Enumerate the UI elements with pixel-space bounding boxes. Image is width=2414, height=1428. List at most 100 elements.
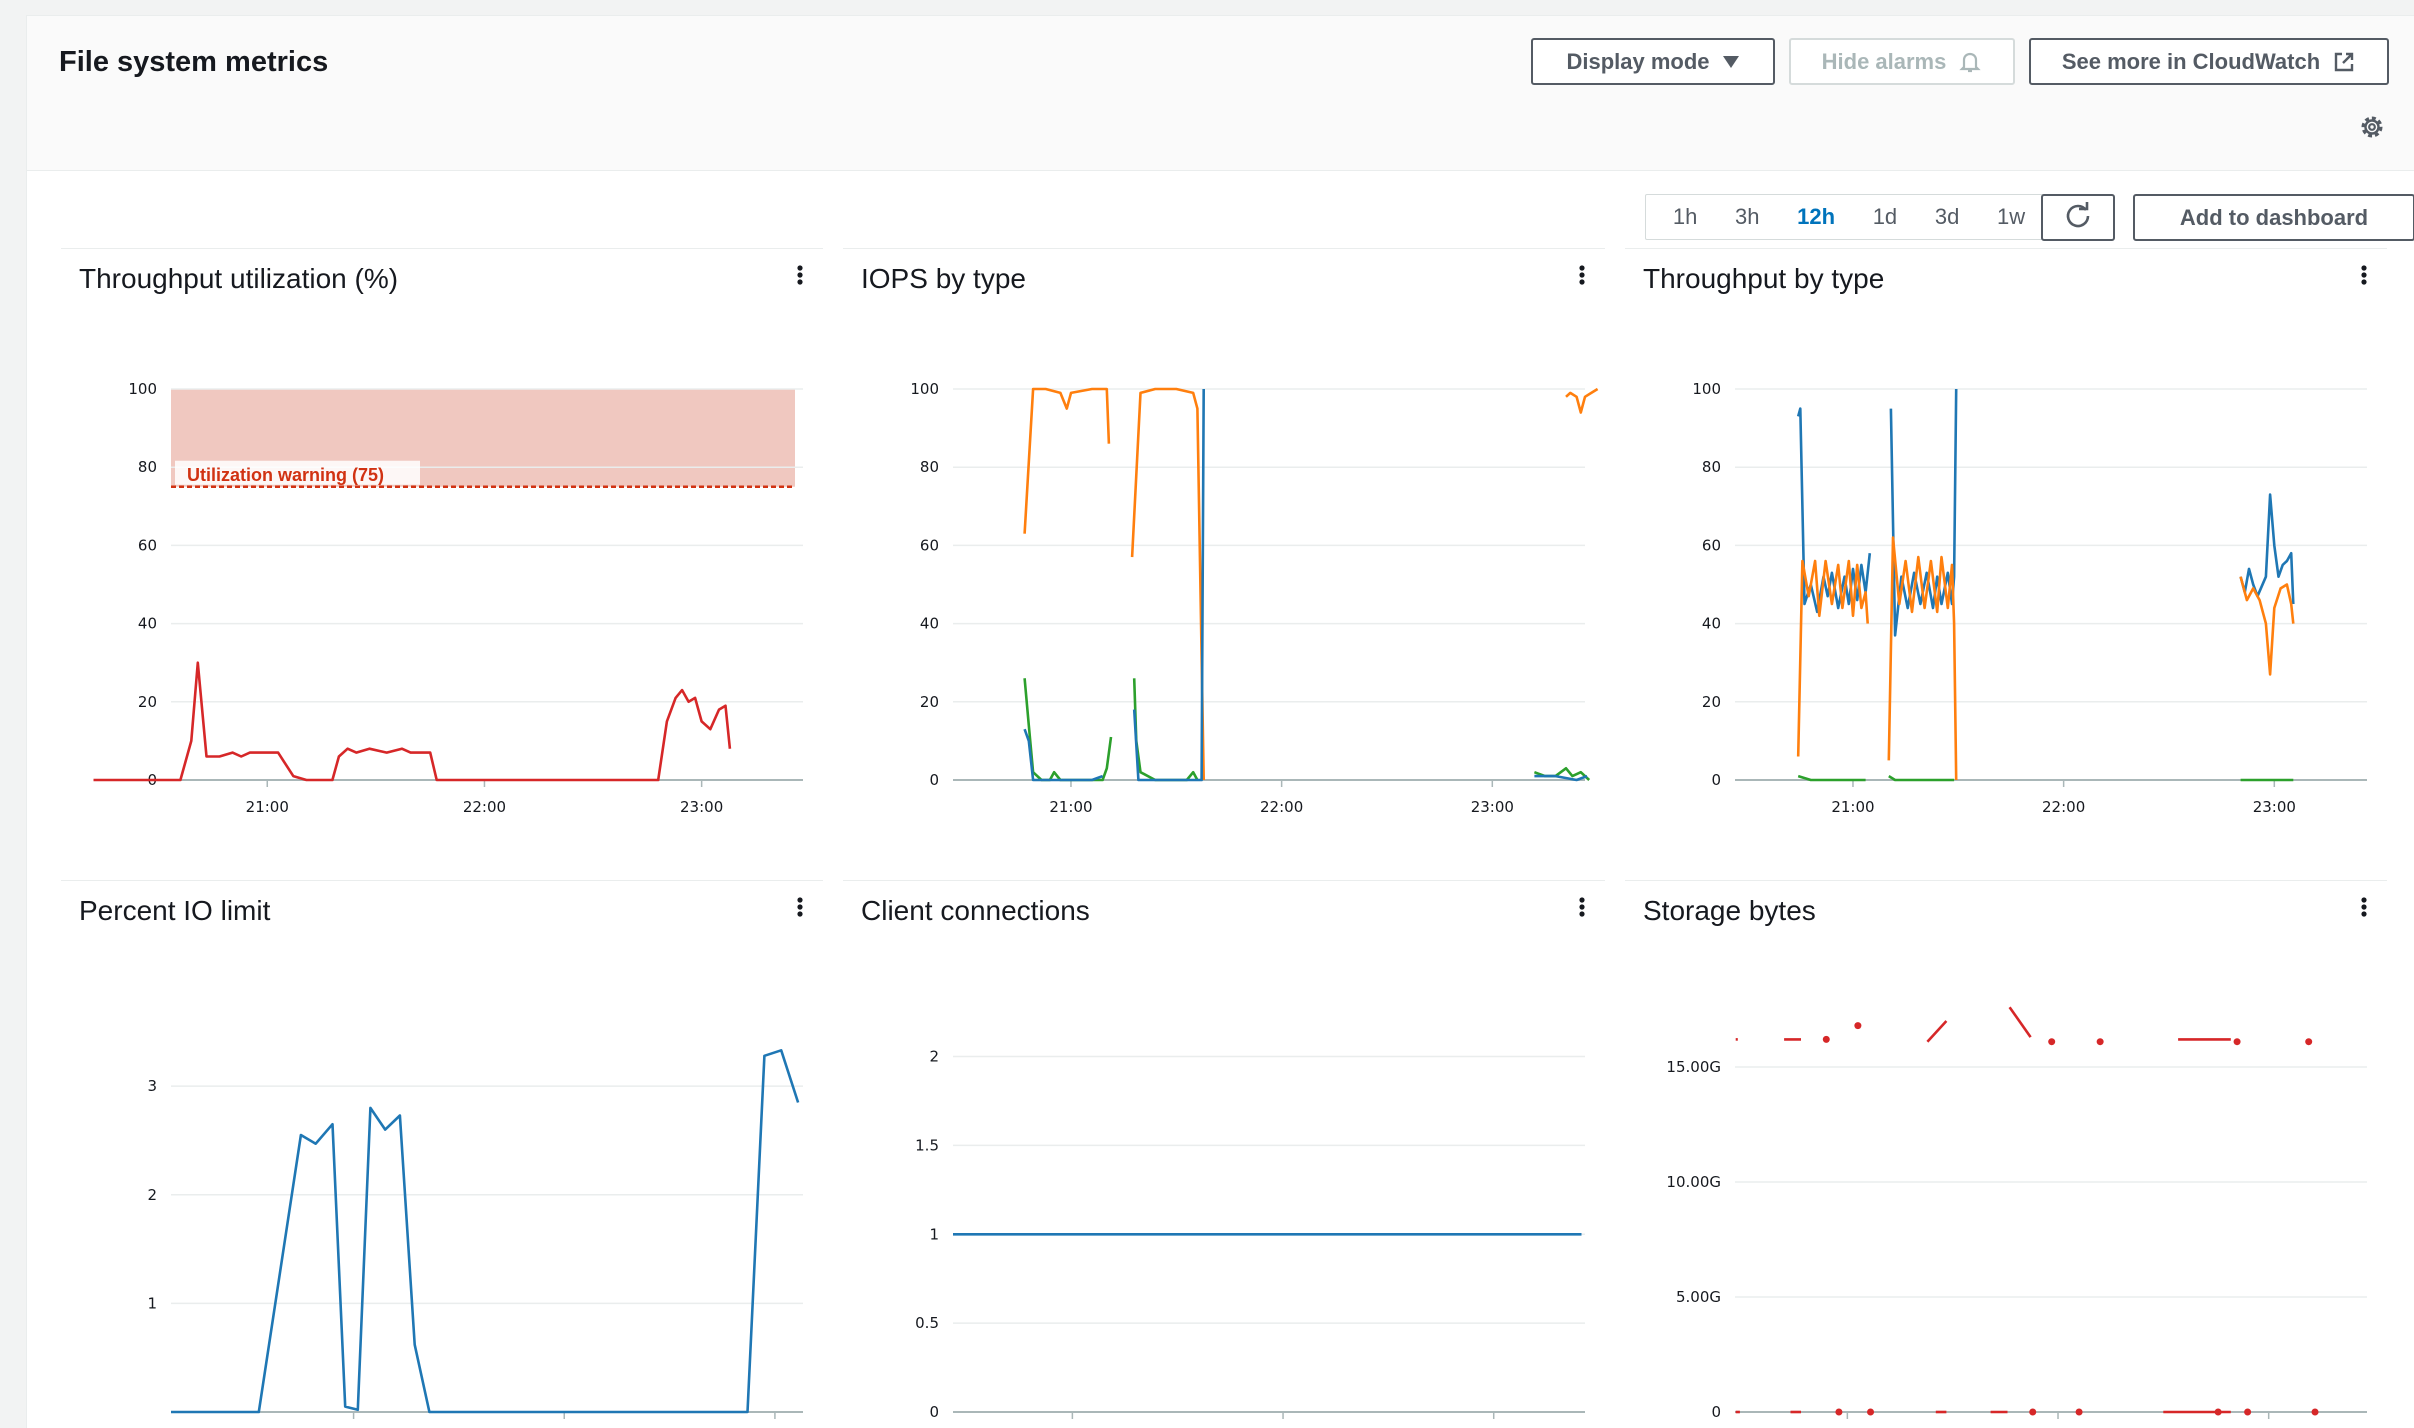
add-to-dashboard-label: Add to dashboard [2179,204,2369,230]
x-tick-label: 22:00 [463,798,506,816]
more-options-icon[interactable] [793,263,807,289]
alarm-annotation: Utilization warning (75) [175,460,420,485]
panel-title: Client connections [861,895,1090,926]
hide-alarms-button[interactable]: Hide alarms [1789,38,2015,85]
y-tick-label: 100 [910,380,939,398]
y-tick-label: 2 [147,1186,157,1204]
series-red-point [1854,1022,1862,1030]
series-red-point [2048,1038,2056,1046]
x-tick-label: 23:00 [2253,798,2296,816]
series-red-point [2305,1038,2313,1046]
see-more-cloudwatch-label: See more in CloudWatch [2061,48,2321,74]
y-tick-label: 80 [138,458,157,476]
add-to-dashboard-button[interactable]: Add to dashboard [2133,194,2414,241]
hide-alarms-label: Hide alarms [1821,48,1947,74]
y-tick-label: 5.00G [1676,1288,1721,1306]
see-more-cloudwatch-button[interactable]: See more in CloudWatch [2029,38,2389,85]
series-orange-line [1565,387,1599,414]
x-tick-label: 22:00 [2042,798,2085,816]
series-red-line [93,661,732,782]
y-tick-label: 20 [1702,693,1721,711]
series-red-point [2311,1408,2319,1416]
panel-title: Percent IO limit [79,895,271,926]
chart-iops-by-type: 0 20 40 60 80 100 21:00 22:00 23:00 [910,380,1599,816]
x-tick-label: 23:00 [680,798,723,816]
series-red-point [1867,1408,1875,1416]
file-system-metrics-container: File system metrics Display mode Hide al… [26,15,2414,1428]
more-options-icon[interactable] [1575,895,1589,921]
x-tick-label: 23:00 [1471,798,1514,816]
series-red-point [2214,1408,2222,1416]
x-tick-label: 21:00 [246,798,289,816]
display-mode-label: Display mode [1566,48,1710,74]
display-mode-button[interactable]: Display mode [1531,38,1775,85]
y-tick-label: 0 [929,771,939,789]
series-blue-line [1534,774,1588,782]
more-options-icon[interactable] [1575,263,1589,289]
y-tick-label: 2 [929,1048,939,1066]
more-options-icon[interactable] [2357,263,2371,289]
y-tick-label: 3 [147,1077,157,1095]
series-red-point [2096,1038,2104,1046]
panel-title: Storage bytes [1643,895,1816,926]
panel-throughput-utilization: Throughput utilization (%) 0 20 40 60 80 100 2… [61,248,823,848]
page-title: File system metrics [59,46,329,78]
settings-gear-icon[interactable] [2357,112,2387,142]
series-red-point [2075,1408,2083,1416]
bell-icon [1958,50,1982,74]
y-tick-label: 80 [920,458,939,476]
series-red-point [2233,1038,2241,1046]
y-tick-label: 60 [138,536,157,554]
y-tick-label: 20 [138,693,157,711]
series-blue-line [2239,493,2295,605]
range-option-1h[interactable]: 1h [1672,204,1698,229]
series-red-line [1926,1020,1948,1043]
y-tick-label: 40 [138,615,157,633]
range-option-3d[interactable]: 3d [1934,204,1960,229]
external-link-icon [2332,50,2356,74]
range-option-1w[interactable]: 1w [1996,204,2026,229]
y-tick-label: 0.5 [915,1314,939,1332]
range-option-1d[interactable]: 1d [1872,204,1898,229]
series-red-line [2008,1006,2032,1038]
series-blue-line [171,1049,800,1414]
caret-down-icon [1722,55,1740,69]
series-orange-line [2239,576,2295,676]
y-tick-label: 1 [147,1294,157,1312]
y-tick-label: 100 [1692,380,1721,398]
series-blue-line [1132,388,1205,782]
y-tick-label: 80 [1702,458,1721,476]
alarm-annotation-label: Utilization warning (75) [187,465,384,485]
series-green-line [1888,774,1955,782]
panel-title: Throughput by type [1643,263,1885,294]
y-tick-label: 40 [920,615,939,633]
y-tick-label: 0 [1711,771,1721,789]
y-tick-label: 20 [920,693,939,711]
range-option-12h[interactable]: 12h [1797,204,1836,229]
series-red-point [2029,1408,2037,1416]
chart-throughput-by-type: 0 20 40 60 80 100 21:00 22:00 23:00 [1692,380,2367,816]
refresh-button[interactable] [2041,194,2115,241]
alarm-annotation-background [175,460,420,485]
y-tick-label: 0 [929,1403,939,1421]
refresh-icon [2064,201,2092,234]
panel-title: IOPS by type [861,263,1026,294]
series-red-point [2244,1408,2252,1416]
series-red-point [1822,1035,1830,1043]
panel-iops-by-type: IOPS by type 0 20 40 60 80 100 21:00 22:00 23:00 [843,248,1605,848]
y-tick-label: 0 [1711,1403,1721,1421]
panel-client-connections: Client connections 00.511.5221:0022:0023… [843,880,1605,1428]
range-option-3h[interactable]: 3h [1734,204,1760,229]
more-options-icon[interactable] [793,895,807,921]
series-green-line [1132,678,1199,782]
y-tick-label: 10.00G [1666,1173,1721,1191]
series-green-line [1023,678,1113,782]
y-tick-label: 15.00G [1666,1058,1721,1076]
more-options-icon[interactable] [2357,895,2371,921]
y-tick-label: 40 [1702,615,1721,633]
panel-storage-bytes: Storage bytes 05.00G10.00G15.00G21:0022:… [1625,880,2387,1428]
